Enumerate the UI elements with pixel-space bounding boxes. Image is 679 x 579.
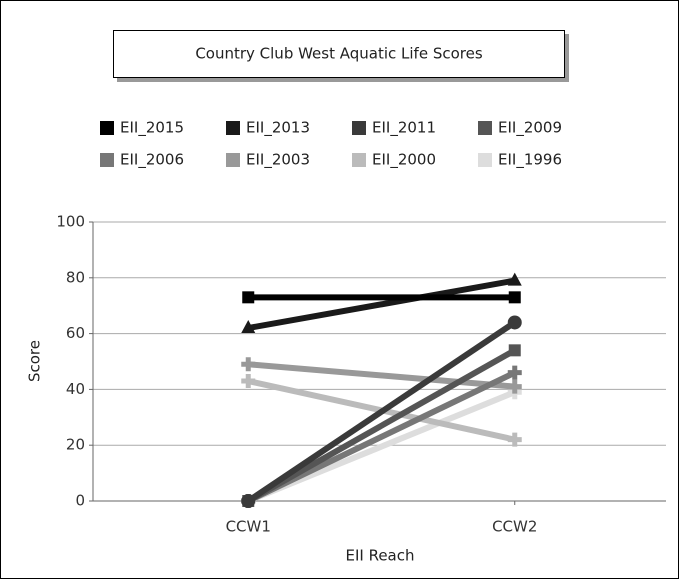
legend-label: EII_2003	[246, 151, 310, 170]
marker	[507, 379, 522, 394]
title-box	[113, 30, 565, 78]
marker	[241, 494, 256, 508]
marker	[241, 374, 256, 389]
legend-swatch	[352, 121, 366, 135]
y-tick-label: 0	[75, 492, 85, 510]
legend-swatch	[352, 153, 366, 167]
marker	[507, 432, 522, 447]
series-line	[246, 319, 517, 504]
marker	[242, 291, 255, 304]
marker	[507, 365, 522, 380]
chart-title: Country Club West Aquatic Life Scores	[195, 45, 483, 63]
series-line	[247, 361, 516, 390]
legend-swatch	[226, 121, 240, 135]
legend-swatch	[100, 153, 114, 167]
legend-swatch	[226, 153, 240, 167]
legend-label: EII_2006	[120, 151, 184, 170]
y-tick-label: 80	[66, 268, 85, 286]
y-axis-label: Score	[26, 340, 44, 382]
series-line	[247, 277, 516, 331]
marker	[241, 320, 256, 334]
x-axis-label: EII Reach	[345, 547, 414, 565]
legend-label: EII_1996	[498, 151, 562, 170]
legend-label: EII_2015	[120, 119, 184, 138]
y-tick-label: 60	[66, 324, 85, 342]
marker	[241, 357, 256, 372]
legend-swatch	[478, 121, 492, 135]
legend-label: EII_2009	[498, 119, 562, 138]
legend-swatch	[478, 153, 492, 167]
series-line	[246, 369, 517, 504]
marker	[508, 344, 521, 357]
series-line	[246, 347, 517, 504]
marker	[507, 272, 522, 286]
y-tick-label: 20	[66, 436, 85, 454]
legend-label: EII_2013	[246, 119, 310, 138]
marker	[507, 315, 522, 330]
legend-label: EII_2011	[372, 119, 436, 138]
x-tick-label: CCW2	[492, 518, 537, 536]
legend-label: EII_2000	[372, 151, 436, 170]
marker	[508, 291, 521, 304]
x-tick-label: CCW1	[226, 518, 271, 536]
y-tick-label: 40	[66, 380, 85, 398]
y-tick-label: 100	[56, 213, 85, 231]
legend-swatch	[100, 121, 114, 135]
